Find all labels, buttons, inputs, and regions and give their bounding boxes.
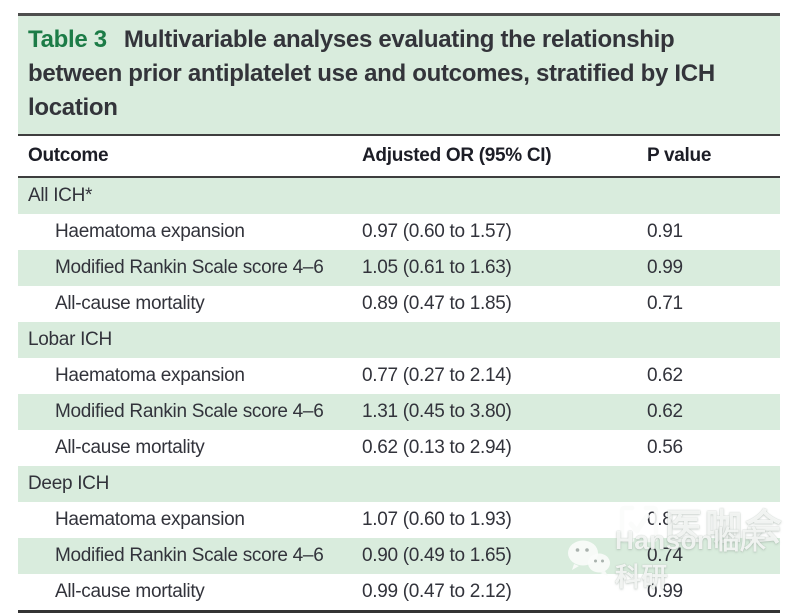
outcome-cell: Haematoma expansion — [55, 365, 245, 386]
section-header-row: All ICH* — [18, 178, 780, 214]
outcome-cell: Modified Rankin Scale score 4–6 — [55, 257, 324, 278]
table-figure: Table 3 Multivariable analyses evaluating… — [18, 13, 782, 613]
outcome-cell: All-cause mortality — [55, 293, 205, 314]
p-value-cell: 0.91 — [647, 221, 683, 242]
p-value-cell: 0.99 — [647, 257, 683, 278]
p-value-cell: 0.56 — [647, 437, 683, 458]
adjusted-or-cell: 0.62 (0.13 to 2.94) — [362, 437, 512, 458]
table-row: All-cause mortality 0.62 (0.13 to 2.94) … — [18, 430, 780, 466]
p-value-cell: 0.74 — [647, 545, 683, 566]
adjusted-or-cell: 0.90 (0.49 to 1.65) — [362, 545, 512, 566]
adjusted-or-cell: 1.07 (0.60 to 1.93) — [362, 509, 512, 530]
outcome-cell: Haematoma expansion — [55, 221, 245, 242]
p-value-cell: 0.71 — [647, 293, 683, 314]
outcome-cell: Modified Rankin Scale score 4–6 — [55, 545, 324, 566]
column-header-row: Outcome Adjusted OR (95% CI) P value — [18, 136, 780, 176]
section-header-row: Lobar ICH — [18, 322, 780, 358]
adjusted-or-cell: 0.99 (0.47 to 2.12) — [362, 581, 512, 602]
column-header-p-value: P value — [647, 145, 712, 166]
adjusted-or-cell: 0.89 (0.47 to 1.85) — [362, 293, 512, 314]
outcome-cell: Haematoma expansion — [55, 509, 245, 530]
caption-divider-rule — [18, 134, 780, 136]
top-rule — [18, 13, 780, 16]
section-name: All ICH* — [28, 185, 93, 206]
p-value-cell: 0.62 — [647, 401, 683, 422]
outcome-cell: Modified Rankin Scale score 4–6 — [55, 401, 324, 422]
p-value-cell: 0.99 — [647, 581, 683, 602]
header-divider-rule — [18, 176, 780, 178]
table-number: Table 3 — [28, 26, 107, 53]
column-header-outcome: Outcome — [28, 145, 109, 166]
table-row: All-cause mortality 0.99 (0.47 to 2.12) … — [18, 574, 780, 610]
table-row: Haematoma expansion 0.97 (0.60 to 1.57) … — [18, 214, 780, 250]
table-row: Modified Rankin Scale score 4–6 1.05 (0.… — [18, 250, 780, 286]
table-row: Haematoma expansion 0.77 (0.27 to 2.14) … — [18, 358, 780, 394]
section-name: Lobar ICH — [28, 329, 112, 350]
adjusted-or-cell: 1.05 (0.61 to 1.63) — [362, 257, 512, 278]
table-row: Haematoma expansion 1.07 (0.60 to 1.93) … — [18, 502, 780, 538]
table-caption: Table 3 Multivariable analyses evaluating… — [18, 16, 780, 134]
p-value-cell: 0.62 — [647, 365, 683, 386]
table-row: Modified Rankin Scale score 4–6 0.90 (0.… — [18, 538, 780, 574]
adjusted-or-cell: 0.77 (0.27 to 2.14) — [362, 365, 512, 386]
column-header-adjusted-or: Adjusted OR (95% CI) — [362, 145, 552, 166]
table-row: Modified Rankin Scale score 4–6 1.31 (0.… — [18, 394, 780, 430]
section-header-row: Deep ICH — [18, 466, 780, 502]
table-row: All-cause mortality 0.89 (0.47 to 1.85) … — [18, 286, 780, 322]
adjusted-or-cell: 0.97 (0.60 to 1.57) — [362, 221, 512, 242]
section-name: Deep ICH — [28, 473, 110, 494]
p-value-cell: 0.8 — [647, 509, 673, 530]
outcome-cell: All-cause mortality — [55, 437, 205, 458]
adjusted-or-cell: 1.31 (0.45 to 3.80) — [362, 401, 512, 422]
table-title-text: Multivariable analyses evaluating the re… — [28, 26, 715, 121]
outcome-cell: All-cause mortality — [55, 581, 205, 602]
